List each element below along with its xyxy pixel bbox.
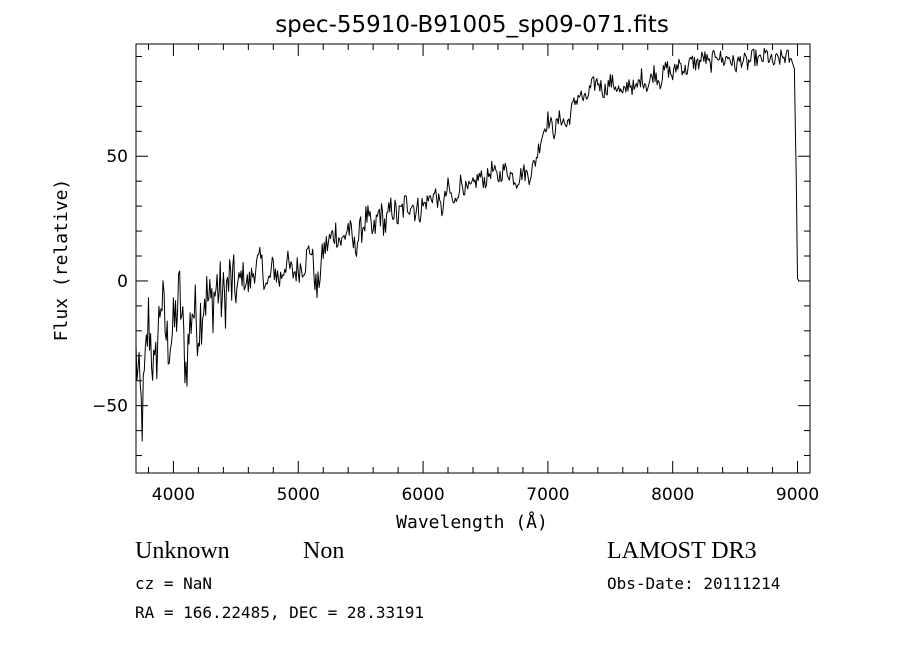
y-tick-label: 0 [117,272,128,292]
object-subclass: Non [303,538,345,564]
redshift-cz: cz = NaN [135,574,213,593]
observation-date: Obs-Date: 20111214 [607,574,781,593]
x-tick-label: 5000 [277,485,320,505]
plot-frame [135,43,811,474]
x-axis-tick-labels: 4000 5000 6000 7000 8000 9000 [152,485,819,505]
survey-name: LAMOST DR3 [607,538,757,564]
x-tick-label: 6000 [401,485,444,505]
flux-series-line [135,47,800,442]
ra-dec-coordinates: RA = 166.22485, DEC = 28.33191 [135,603,424,622]
x-tick-label: 8000 [651,485,694,505]
y-tick-label: −50 [92,397,128,417]
x-tick-label: 9000 [776,485,819,505]
y-axis-ticks [136,55,810,457]
y-axis-label: Flux (relative) [51,179,72,342]
x-tick-label: 7000 [526,485,569,505]
chart-title: spec-55910-B91005_sp09-071.fits [275,12,669,38]
object-class: Unknown [135,538,230,564]
y-tick-label: 50 [106,147,128,167]
x-axis-ticks [147,44,799,473]
x-axis-label: Wavelength (Å) [396,511,548,533]
y-axis-tick-labels: −50 0 50 [92,147,128,416]
x-tick-label: 4000 [152,485,195,505]
